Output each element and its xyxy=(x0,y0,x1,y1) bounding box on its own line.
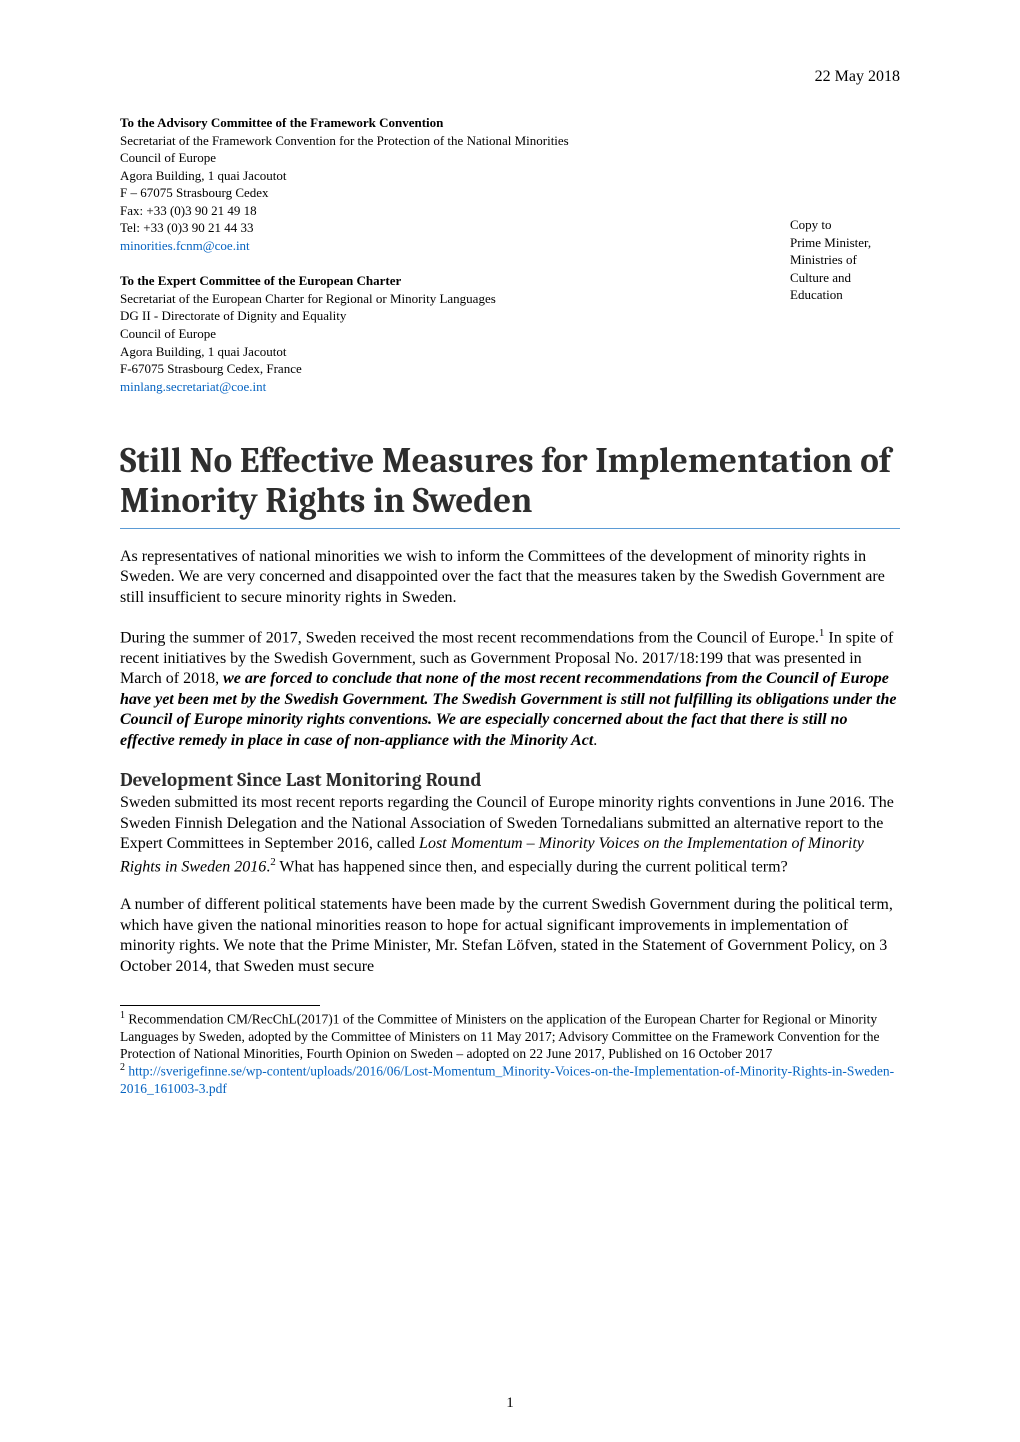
address-line: Agora Building, 1 quai Jacoutot xyxy=(120,343,790,361)
copy-to-line: Prime Minister, xyxy=(790,234,900,252)
footnote-1-text: Recommendation CM/RecChL(2017)1 of the C… xyxy=(120,1012,880,1061)
paragraph-2: During the summer of 2017, Sweden receiv… xyxy=(120,626,900,751)
address-line: DG II - Directorate of Dignity and Equal… xyxy=(120,307,790,325)
document-title: Still No Effective Measures for Implemen… xyxy=(120,441,900,529)
copy-to-line: Ministries of xyxy=(790,251,900,269)
copy-to-block: Copy to Prime Minister, Ministries of Cu… xyxy=(790,216,900,304)
address-block-2: To the Expert Committee of the European … xyxy=(120,272,790,395)
paragraph-4: A number of different political statemen… xyxy=(120,895,900,977)
address-line: F-67075 Strasbourg Cedex, France xyxy=(120,360,790,378)
para2-part3: . xyxy=(593,732,597,749)
address-section: To the Advisory Committee of the Framewo… xyxy=(120,114,900,413)
address-block-1: To the Advisory Committee of the Framewo… xyxy=(120,114,790,254)
footnote-1: 1 Recommendation CM/RecChL(2017)1 of the… xyxy=(120,1010,900,1062)
footnote-2-link[interactable]: http://sverigefinne.se/wp-content/upload… xyxy=(120,1064,894,1096)
address-email-1[interactable]: minorities.fcnm@coe.int xyxy=(120,237,790,255)
address-line: F – 67075 Strasbourg Cedex xyxy=(120,184,790,202)
page-number: 1 xyxy=(0,1395,1020,1412)
address-line: Tel: +33 (0)3 90 21 44 33 xyxy=(120,219,790,237)
address-main: To the Advisory Committee of the Framewo… xyxy=(120,114,790,413)
address-line: Council of Europe xyxy=(120,325,790,343)
footnote-divider xyxy=(120,1005,320,1006)
address-title-2: To the Expert Committee of the European … xyxy=(120,272,790,290)
address-email-2[interactable]: minlang.secretariat@coe.int xyxy=(120,378,790,396)
footnote-2: 2 http://sverigefinne.se/wp-content/uplo… xyxy=(120,1062,900,1097)
copy-to-line: Education xyxy=(790,286,900,304)
copy-to-line: Copy to xyxy=(790,216,900,234)
para2-emphasis: we are forced to conclude that none of t… xyxy=(120,670,897,748)
address-line: Fax: +33 (0)3 90 21 49 18 xyxy=(120,202,790,220)
address-line: Agora Building, 1 quai Jacoutot xyxy=(120,167,790,185)
copy-to-line: Culture and xyxy=(790,269,900,287)
para2-part1: During the summer of 2017, Sweden receiv… xyxy=(120,629,819,646)
date-header: 22 May 2018 xyxy=(120,68,900,86)
paragraph-3: Sweden submitted its most recent reports… xyxy=(120,793,900,877)
para3-part3: What has happened since then, and especi… xyxy=(276,858,788,875)
address-line: Secretariat of the Framework Convention … xyxy=(120,132,790,150)
address-line: Council of Europe xyxy=(120,149,790,167)
address-title-1: To the Advisory Committee of the Framewo… xyxy=(120,114,790,132)
paragraph-1: As representatives of national minoritie… xyxy=(120,547,900,608)
section-heading: Development Since Last Monitoring Round xyxy=(120,769,900,791)
address-line: Secretariat of the European Charter for … xyxy=(120,290,790,308)
